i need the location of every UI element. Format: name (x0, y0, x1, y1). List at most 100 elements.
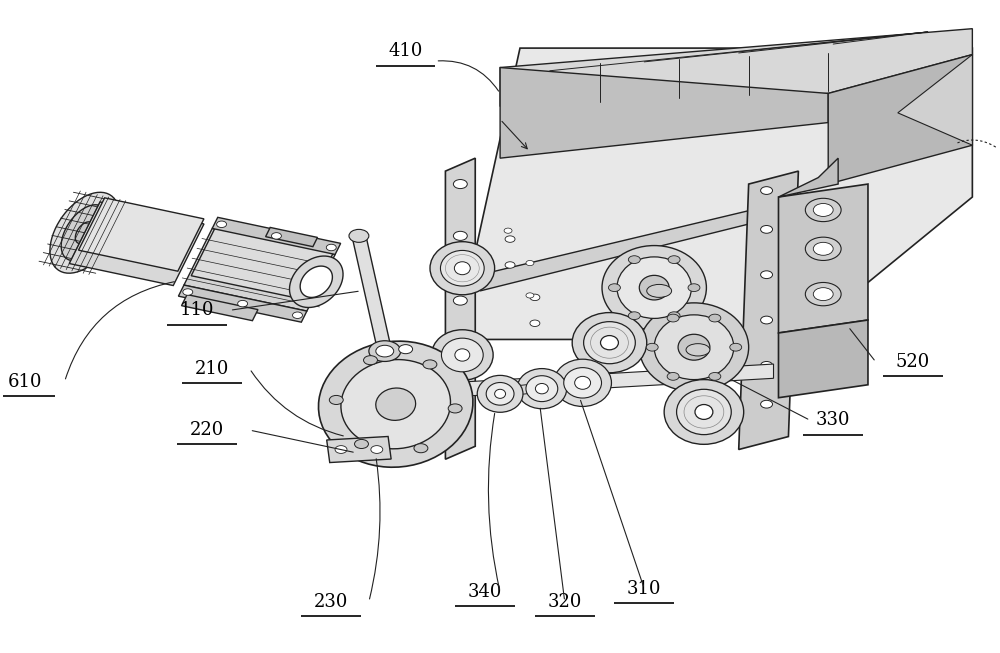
Circle shape (813, 204, 833, 216)
Polygon shape (739, 171, 798, 449)
Ellipse shape (495, 389, 506, 398)
Polygon shape (178, 285, 307, 322)
Polygon shape (50, 192, 119, 273)
Ellipse shape (526, 375, 558, 402)
Text: 210: 210 (195, 360, 229, 377)
Polygon shape (184, 229, 335, 311)
Circle shape (730, 343, 742, 351)
Ellipse shape (440, 250, 484, 286)
Circle shape (453, 180, 467, 189)
Circle shape (668, 311, 680, 319)
Circle shape (667, 314, 679, 322)
Circle shape (761, 362, 773, 369)
Circle shape (761, 187, 773, 195)
Circle shape (453, 296, 467, 305)
Ellipse shape (647, 285, 672, 297)
Polygon shape (300, 266, 332, 298)
Ellipse shape (455, 349, 470, 361)
Circle shape (423, 360, 437, 369)
Polygon shape (828, 55, 972, 184)
Polygon shape (289, 256, 343, 308)
Text: 220: 220 (190, 421, 224, 439)
Polygon shape (327, 436, 391, 462)
Ellipse shape (639, 276, 669, 300)
Polygon shape (79, 198, 204, 271)
Polygon shape (212, 217, 341, 255)
Ellipse shape (686, 343, 710, 356)
Circle shape (688, 284, 700, 291)
Ellipse shape (678, 334, 710, 360)
Polygon shape (520, 383, 538, 394)
Polygon shape (778, 320, 868, 398)
Ellipse shape (430, 242, 495, 295)
Circle shape (530, 320, 540, 326)
Circle shape (526, 293, 534, 298)
Circle shape (369, 341, 401, 362)
Circle shape (813, 242, 833, 255)
Polygon shape (778, 158, 838, 197)
Circle shape (709, 372, 721, 380)
Circle shape (813, 288, 833, 300)
Circle shape (608, 284, 620, 291)
Ellipse shape (654, 315, 734, 379)
Circle shape (805, 199, 841, 221)
Circle shape (453, 231, 467, 240)
Circle shape (335, 445, 347, 453)
Circle shape (761, 400, 773, 408)
Polygon shape (182, 295, 258, 321)
Ellipse shape (376, 388, 416, 421)
Polygon shape (445, 158, 475, 459)
Polygon shape (500, 67, 828, 158)
Polygon shape (69, 202, 204, 285)
Ellipse shape (431, 330, 493, 380)
Circle shape (371, 445, 383, 453)
Ellipse shape (341, 360, 451, 449)
Text: 520: 520 (896, 353, 930, 371)
Circle shape (530, 294, 540, 300)
Circle shape (271, 232, 281, 239)
Ellipse shape (517, 368, 567, 409)
Ellipse shape (677, 389, 731, 435)
Circle shape (805, 283, 841, 306)
Ellipse shape (564, 368, 602, 398)
Circle shape (709, 314, 721, 322)
Polygon shape (266, 227, 317, 247)
Text: 340: 340 (468, 583, 502, 601)
Ellipse shape (477, 375, 523, 412)
Circle shape (453, 361, 467, 370)
Ellipse shape (441, 338, 483, 372)
Ellipse shape (535, 383, 548, 394)
Circle shape (399, 345, 413, 354)
Polygon shape (191, 227, 334, 301)
Circle shape (355, 439, 368, 449)
Text: 110: 110 (180, 301, 214, 319)
Polygon shape (470, 48, 972, 340)
Circle shape (628, 311, 640, 319)
Circle shape (761, 225, 773, 233)
Circle shape (505, 236, 515, 242)
Text: 230: 230 (314, 593, 348, 611)
Ellipse shape (664, 379, 744, 444)
Circle shape (329, 396, 343, 404)
Polygon shape (778, 184, 868, 333)
Circle shape (293, 312, 302, 319)
Circle shape (646, 343, 658, 351)
Ellipse shape (584, 322, 635, 364)
Circle shape (326, 244, 336, 251)
Ellipse shape (695, 404, 713, 419)
Ellipse shape (601, 336, 618, 350)
Circle shape (217, 221, 227, 227)
Circle shape (238, 300, 248, 307)
Polygon shape (500, 29, 972, 106)
Circle shape (505, 262, 515, 268)
Polygon shape (75, 222, 94, 244)
Ellipse shape (486, 383, 514, 405)
Circle shape (448, 404, 462, 413)
Text: 330: 330 (816, 411, 850, 430)
Polygon shape (381, 364, 774, 401)
Ellipse shape (318, 341, 473, 468)
Text: 410: 410 (388, 42, 423, 60)
Ellipse shape (602, 246, 706, 330)
Circle shape (805, 237, 841, 261)
Ellipse shape (617, 257, 691, 319)
